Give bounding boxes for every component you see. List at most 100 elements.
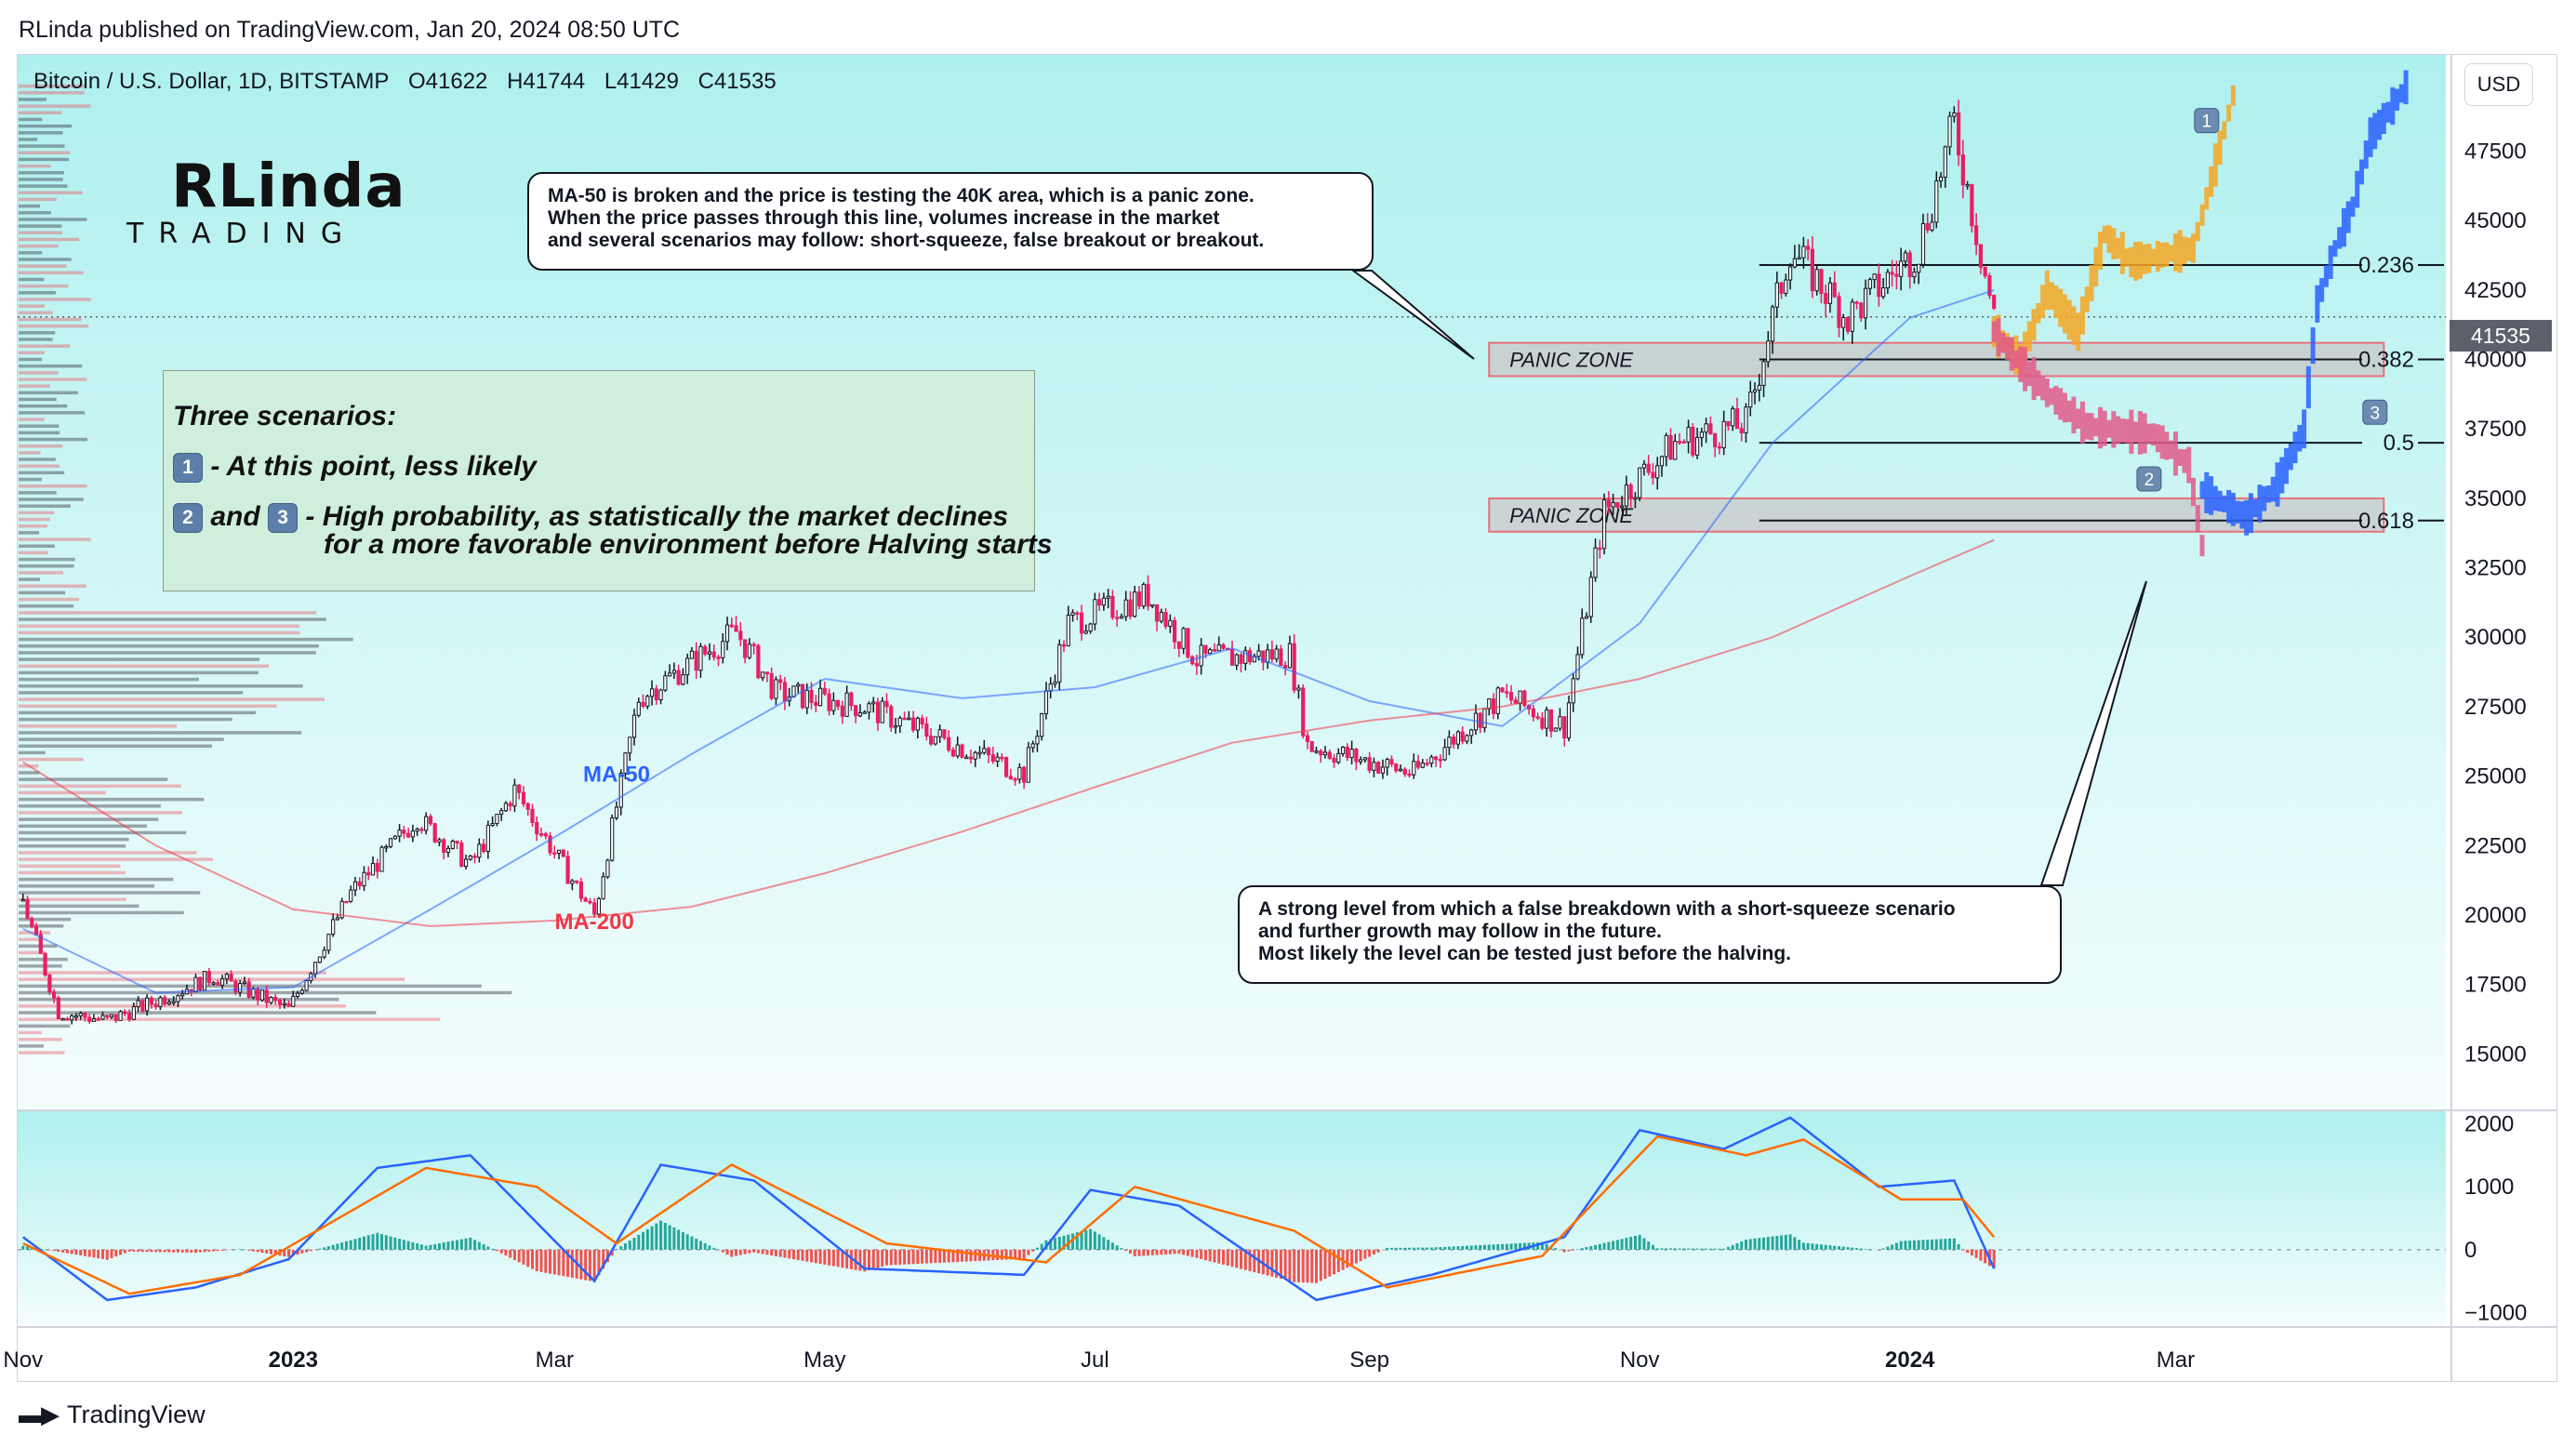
histogram-bar [885,1249,889,1266]
histogram-bar [203,1249,206,1253]
histogram-bar [655,1223,658,1250]
histogram-bar [1115,1245,1119,1250]
candle-body [1133,591,1137,617]
volume-profile-bar [19,311,53,315]
candle-body [942,729,947,738]
volume-profile-bar [19,531,40,535]
projection-3-bar [2377,109,2383,140]
histogram-bar [393,1237,397,1250]
candle-body [1615,502,1620,508]
scenarios-note[interactable]: Three scenarios: 1 - At this point, less… [163,370,1053,591]
callout-top[interactable]: MA-50 is broken and the price is testing… [527,172,1374,271]
candle-body [445,847,451,854]
candle-body [1186,628,1190,657]
histogram-bar [1708,1248,1712,1250]
histogram-bar [1669,1248,1673,1250]
histogram-bar [79,1249,83,1255]
candle-body [1305,735,1310,742]
histogram-bar [1190,1249,1194,1257]
candle-body [1407,773,1412,777]
candle-body [1850,301,1854,332]
histogram-bar [1319,1249,1322,1281]
candle-body [1584,616,1589,619]
histogram-bar [1917,1240,1920,1250]
projection-2-bar [2044,378,2050,407]
volume-profile-bar [19,964,62,968]
candle-body [1704,423,1708,433]
candle-body [1943,146,1947,178]
projection-2-bar [2098,406,2104,449]
histogram-bar [309,1249,312,1252]
histogram-bar [810,1249,814,1263]
candle-body [87,1016,92,1022]
projection-2-bar [2018,346,2024,382]
histogram-bar [1841,1246,1845,1250]
volume-profile-bar [19,224,62,228]
candle-body [552,852,557,855]
candle-body [1983,266,1987,277]
candle-body [211,982,216,985]
projection-3-bar [2199,481,2205,499]
histogram-bar [1093,1231,1096,1250]
callout-bottom[interactable]: A strong level from which a false breakd… [1238,885,2062,984]
candle-body [521,791,526,804]
histogram-bar [774,1249,777,1256]
projection-3-bar [2372,113,2378,150]
volume-profile-bar [19,511,55,515]
histogram-bar [1452,1246,1455,1250]
volume-profile-bar [19,391,78,395]
volume-profile-bar [19,397,57,402]
histogram-bar [57,1249,60,1253]
symbol-name[interactable]: Bitcoin / U.S. Dollar, 1D, BITSTAMP [33,69,390,94]
candle-body [689,650,695,659]
candle-body [224,974,229,980]
histogram-bar [1031,1249,1035,1252]
candle-body [1673,441,1678,460]
histogram-bar [1851,1247,1854,1250]
projection-3-bar [2244,499,2250,536]
candle-body [645,696,650,707]
price-tick-label: 15000 [2464,1042,2527,1067]
histogram-bar [419,1244,423,1250]
candle-body [180,993,185,997]
projection-2-bar [2049,388,2054,405]
histogram-bar [1894,1242,1898,1250]
candle-body [535,821,539,835]
histogram-bar [1881,1248,1885,1250]
volume-profile-bar [19,664,270,668]
candle-body [442,839,446,854]
histogram-bar [1296,1249,1300,1282]
candle-body [1912,272,1917,277]
price-tick-label: 47500 [2464,139,2527,165]
candle-body [751,644,756,646]
candle-body [273,996,278,1002]
histogram-bar [1602,1242,1606,1250]
histogram-bar [761,1249,764,1255]
candle-body [844,692,849,717]
candle-body [1154,604,1160,622]
candle-body [495,814,499,825]
ohlc-close: C41535 [697,69,777,94]
histogram-bar [1186,1249,1189,1256]
candle-body [1885,272,1890,289]
projection-2-bar [2013,350,2019,369]
histogram-bar [1695,1248,1699,1250]
histogram-bar [495,1249,498,1252]
volume-profile-bar [19,178,63,181]
scenario-23: 2 and 3 - High probability, as statistic… [173,501,1008,533]
projection-2-bar [2040,376,2046,401]
candle-body [352,881,358,891]
tradingview-footer[interactable]: ▬▶ TradingView [19,1401,206,1429]
histogram-bar [1638,1234,1641,1250]
histogram-bar [1173,1249,1176,1255]
candle-body [176,995,180,1002]
currency-selector[interactable]: USD [2464,63,2533,106]
price-tick-label: 22500 [2464,833,2527,858]
histogram-bar [544,1249,548,1273]
chart-frame[interactable] [17,54,2557,1382]
histogram-bar [1283,1249,1287,1281]
candle-body [91,1018,97,1022]
candle-body [973,751,977,760]
candle-body [1327,751,1332,759]
histogram-bar [87,1249,91,1257]
